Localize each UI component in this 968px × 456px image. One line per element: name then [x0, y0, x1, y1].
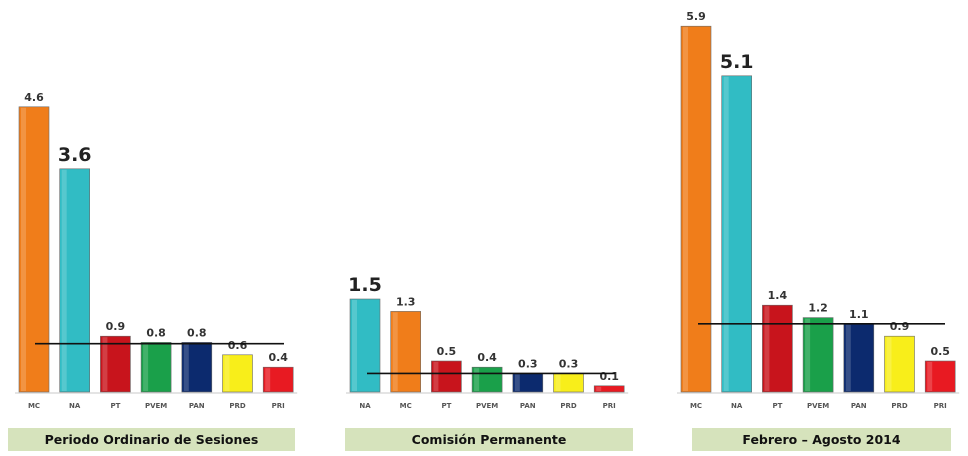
bar-pvem [802, 317, 834, 393]
value-label-pri: 0.5 [930, 345, 950, 358]
bar-highlight-pvem [474, 368, 480, 391]
bar-highlight-pan [845, 324, 851, 391]
tick-label-mc: MC [28, 402, 40, 410]
tick-label-na: NA [731, 402, 743, 410]
bar-highlight-mc [683, 27, 688, 391]
value-label-na: 5.1 [720, 51, 754, 73]
bar-prd [884, 335, 915, 393]
bar-highlight-mc [392, 312, 398, 391]
tick-label-na: NA [69, 402, 81, 410]
panel-title-ordinario: Periodo Ordinario de Sesiones [8, 428, 295, 451]
tick-label-pri: PRI [272, 402, 285, 410]
bar-pt [100, 335, 131, 393]
value-label-prd: 0.6 [228, 339, 248, 352]
tick-label-pt: PT [110, 402, 120, 410]
value-label-mc: 4.6 [24, 91, 44, 104]
tick-label-pvem: PVEM [476, 402, 498, 410]
bar-highlight-pri [265, 368, 271, 391]
panel-title-febrero-agosto: Febrero – Agosto 2014 [692, 428, 951, 451]
value-label-pan: 0.8 [187, 326, 207, 339]
bar-pan [181, 342, 213, 393]
bar-prd [222, 354, 253, 393]
bar-highlight-pvem [805, 318, 811, 391]
value-label-na: 3.6 [58, 144, 92, 166]
value-label-pvem: 1.2 [808, 302, 828, 315]
value-label-pri: 0.1 [599, 370, 619, 383]
tick-label-pan: PAN [851, 402, 867, 410]
tick-label-pri: PRI [603, 402, 616, 410]
bar-highlight-pri [596, 386, 602, 391]
bar-highlight-na [352, 300, 357, 391]
value-label-pri: 0.4 [268, 351, 288, 364]
value-label-na: 1.5 [348, 274, 382, 296]
bar-na [349, 298, 381, 393]
tick-label-prd: PRD [891, 402, 908, 410]
bar-mc [390, 311, 422, 393]
value-label-pt: 1.4 [768, 289, 788, 302]
bar-highlight-mc [21, 107, 26, 392]
bar-pvem [140, 342, 172, 393]
value-label-pvem: 0.8 [146, 326, 166, 339]
tick-label-pan: PAN [520, 402, 536, 410]
bar-highlight-prd [224, 355, 230, 391]
panel-title-permanente: Comisión Permanente [345, 428, 633, 451]
tick-label-pvem: PVEM [145, 402, 167, 410]
tick-label-pt: PT [441, 402, 451, 410]
bar-highlight-prd [555, 374, 561, 391]
bar-highlight-pvem [143, 343, 149, 391]
bar-mc [680, 25, 712, 393]
tick-label-prd: PRD [229, 402, 246, 410]
value-label-pan: 0.3 [518, 357, 538, 370]
tick-label-mc: MC [690, 402, 702, 410]
bar-pri [593, 385, 625, 393]
bar-pan [843, 323, 875, 393]
bar-highlight-pt [102, 337, 108, 391]
bar-pri [924, 360, 956, 393]
bar-na [721, 75, 753, 393]
tick-label-pan: PAN [189, 402, 205, 410]
bar-pvem [471, 366, 503, 393]
tick-label-pt: PT [772, 402, 782, 410]
bar-highlight-pan [514, 374, 520, 391]
bar-highlight-pri [927, 362, 933, 391]
tick-label-na: NA [359, 402, 371, 410]
bar-pri [262, 366, 294, 393]
bar-na [59, 168, 91, 393]
bar-highlight-na [61, 169, 67, 391]
bar-highlight-pan [183, 343, 189, 391]
value-label-pan: 1.1 [849, 308, 869, 321]
value-label-mc: 1.3 [396, 295, 416, 308]
value-label-prd: 0.3 [559, 357, 579, 370]
bar-pt [762, 304, 793, 393]
value-label-prd: 0.9 [890, 320, 910, 333]
value-label-mc: 5.9 [686, 10, 706, 23]
value-label-pt: 0.5 [437, 345, 457, 358]
tick-label-pri: PRI [934, 402, 947, 410]
value-label-pt: 0.9 [106, 320, 126, 333]
bar-highlight-prd [886, 337, 892, 391]
tick-label-prd: PRD [560, 402, 577, 410]
value-label-pvem: 0.4 [477, 351, 497, 364]
bar-mc [18, 106, 50, 393]
bar-highlight-pt [764, 306, 770, 391]
bar-pt [431, 360, 462, 393]
tick-label-mc: MC [400, 402, 412, 410]
bar-highlight-pt [433, 362, 439, 391]
tick-label-pvem: PVEM [807, 402, 829, 410]
bar-highlight-na [723, 76, 729, 392]
